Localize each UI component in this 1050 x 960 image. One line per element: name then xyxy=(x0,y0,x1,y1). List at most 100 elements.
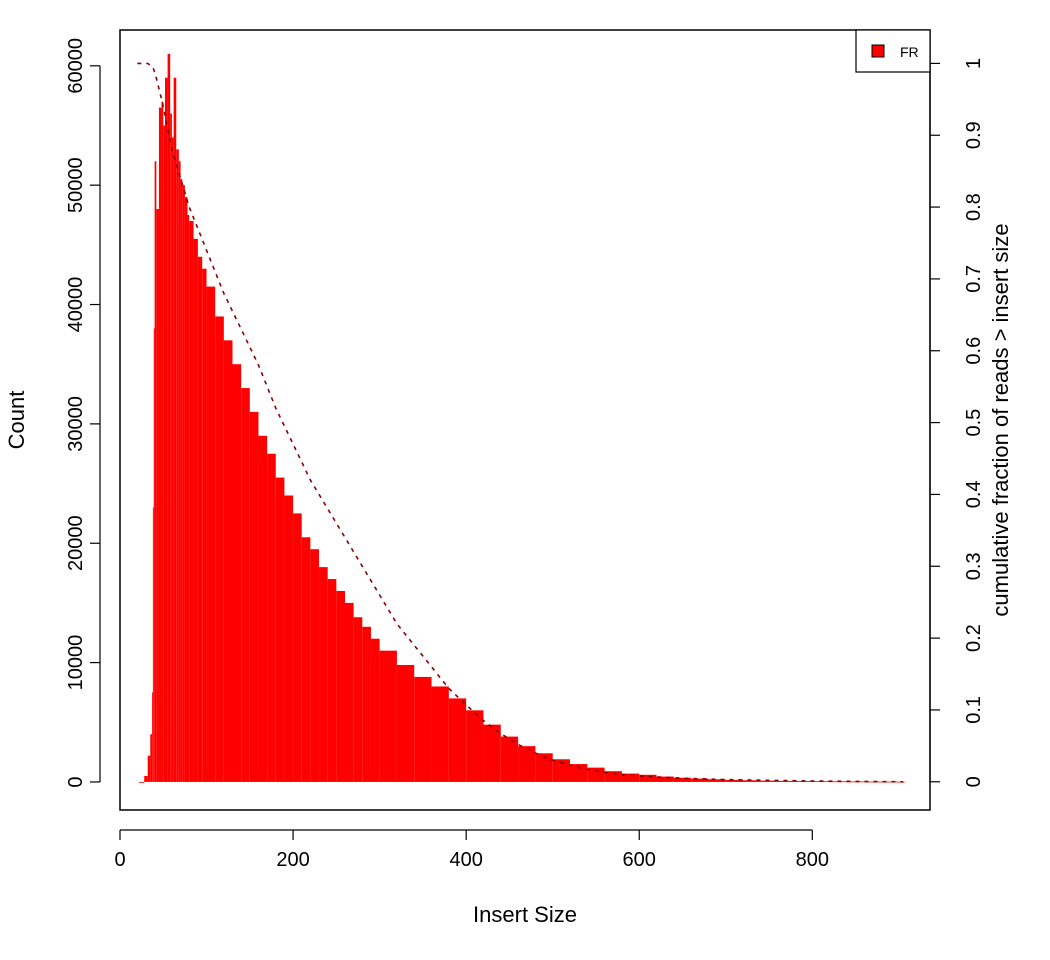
bar xyxy=(570,764,588,782)
bar xyxy=(267,453,276,782)
bar xyxy=(154,161,157,782)
bar xyxy=(187,215,190,782)
y2-tick-label: 0 xyxy=(963,776,985,787)
bar xyxy=(552,759,570,782)
y-tick-label: 10000 xyxy=(65,635,87,691)
bar xyxy=(656,776,674,782)
y2-tick-label: 0.5 xyxy=(963,409,985,437)
y2-tick-label: 0.1 xyxy=(963,696,985,724)
bar xyxy=(864,781,882,783)
bar xyxy=(206,286,216,782)
bar xyxy=(171,137,174,782)
bar xyxy=(147,755,151,782)
y2-tick-label: 0.2 xyxy=(963,624,985,652)
bar xyxy=(396,664,415,782)
y-tick-label: 20000 xyxy=(65,515,87,571)
bar xyxy=(345,602,354,782)
bar xyxy=(639,774,657,782)
bar xyxy=(152,507,154,782)
x-tick-label: 600 xyxy=(623,849,656,871)
bar xyxy=(483,724,501,782)
bar xyxy=(150,734,153,782)
x-tick-label: 400 xyxy=(449,849,482,871)
bar xyxy=(336,590,345,782)
y2-tick-label: 0.9 xyxy=(963,121,985,149)
bar xyxy=(301,537,311,782)
bar xyxy=(232,364,242,782)
bar xyxy=(518,746,536,782)
bar xyxy=(170,113,172,782)
bar xyxy=(161,101,164,782)
y2-tick-label: 0.4 xyxy=(963,480,985,508)
bar xyxy=(431,686,449,782)
bar xyxy=(691,778,709,782)
y2-axis-title: cumulative fraction of reads > insert si… xyxy=(988,223,1013,616)
bar xyxy=(197,256,203,782)
bar xyxy=(353,617,363,782)
bars-layer xyxy=(139,53,905,783)
bar xyxy=(180,179,183,782)
bar xyxy=(500,736,519,782)
legend-swatch-fr xyxy=(871,44,885,58)
bar xyxy=(163,125,165,782)
y2-tick-label: 0.3 xyxy=(963,552,985,580)
bar xyxy=(621,773,640,782)
y-axis-title: Count xyxy=(4,391,29,450)
cumulative-line-layer xyxy=(137,62,904,783)
bar xyxy=(535,753,553,782)
y2-tick-label: 0.6 xyxy=(963,337,985,365)
bar xyxy=(370,638,380,782)
bar xyxy=(448,698,467,782)
bar xyxy=(587,767,605,782)
bar xyxy=(673,777,692,782)
bar xyxy=(165,77,168,782)
bar xyxy=(156,209,159,782)
bar xyxy=(249,411,259,782)
bar xyxy=(182,185,185,782)
x-tick-label: 0 xyxy=(114,849,125,871)
legend-box xyxy=(855,29,931,73)
bar xyxy=(725,779,744,782)
bar xyxy=(173,77,177,782)
bar xyxy=(184,197,188,782)
bar xyxy=(215,316,224,782)
cumulative-fraction-line xyxy=(137,62,904,783)
bar xyxy=(604,771,622,782)
axes-layer: 0 200 400 600 800 0 10000 20000 30000 40000 50000 6… xyxy=(65,38,985,871)
y-tick-label: 50000 xyxy=(65,157,87,213)
y2-tick-label: 0.8 xyxy=(963,193,985,221)
y-tick-label: 0 xyxy=(65,776,87,787)
bar xyxy=(144,775,148,782)
bar xyxy=(153,328,155,782)
bar xyxy=(189,220,194,782)
bar xyxy=(362,626,371,782)
bar xyxy=(466,710,484,782)
bar xyxy=(158,107,162,782)
bar xyxy=(152,692,153,782)
bar xyxy=(310,549,320,782)
x-tick-label: 200 xyxy=(276,849,309,871)
bar xyxy=(777,780,795,782)
bar xyxy=(139,781,145,783)
bar xyxy=(319,567,328,782)
bar xyxy=(293,513,302,782)
bar xyxy=(258,435,268,782)
legend-label-fr: FR xyxy=(900,44,919,60)
bar xyxy=(414,676,432,782)
y-tick-label: 60000 xyxy=(65,38,87,94)
legend: FR xyxy=(855,29,931,73)
x-tick-label: 800 xyxy=(796,849,829,871)
bar xyxy=(284,495,294,782)
y-tick-label: 40000 xyxy=(65,277,87,333)
bar xyxy=(275,477,285,782)
bar xyxy=(223,340,233,782)
bar xyxy=(176,149,179,782)
bar xyxy=(903,781,905,783)
bar xyxy=(327,579,337,782)
bar xyxy=(708,779,726,782)
y-tick-label: 30000 xyxy=(65,396,87,452)
bar xyxy=(193,238,198,782)
x-axis-title: Insert Size xyxy=(473,902,577,927)
y2-tick-label: 0.7 xyxy=(963,265,985,293)
